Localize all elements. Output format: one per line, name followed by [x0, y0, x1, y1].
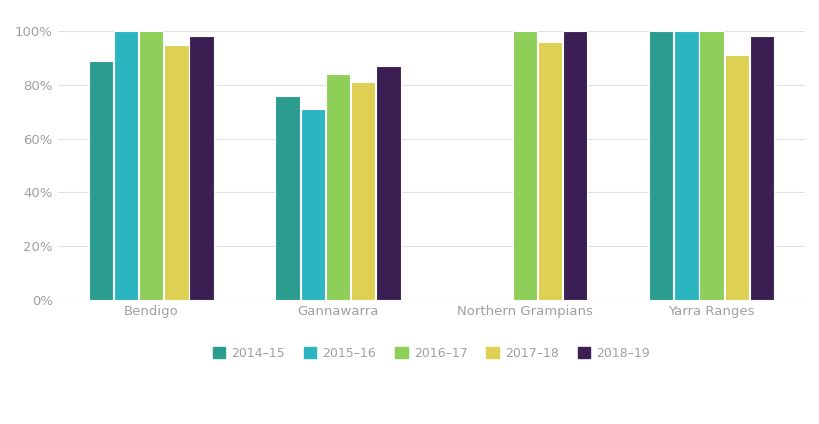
Bar: [301, 109, 324, 300]
Bar: [139, 31, 163, 300]
Bar: [325, 74, 350, 300]
Bar: [351, 82, 375, 300]
Bar: [673, 31, 698, 300]
Legend: 2014–15, 2015–16, 2016–17, 2017–18, 2018–19: 2014–15, 2015–16, 2016–17, 2017–18, 2018…: [207, 342, 654, 365]
Bar: [537, 42, 562, 300]
Bar: [512, 31, 536, 300]
Bar: [88, 61, 113, 300]
Bar: [699, 31, 723, 300]
Bar: [189, 36, 214, 300]
Bar: [648, 31, 672, 300]
Bar: [164, 45, 188, 300]
Bar: [114, 31, 138, 300]
Bar: [749, 36, 773, 300]
Bar: [724, 55, 748, 300]
Bar: [376, 66, 400, 300]
Bar: [275, 95, 299, 300]
Bar: [563, 31, 586, 300]
